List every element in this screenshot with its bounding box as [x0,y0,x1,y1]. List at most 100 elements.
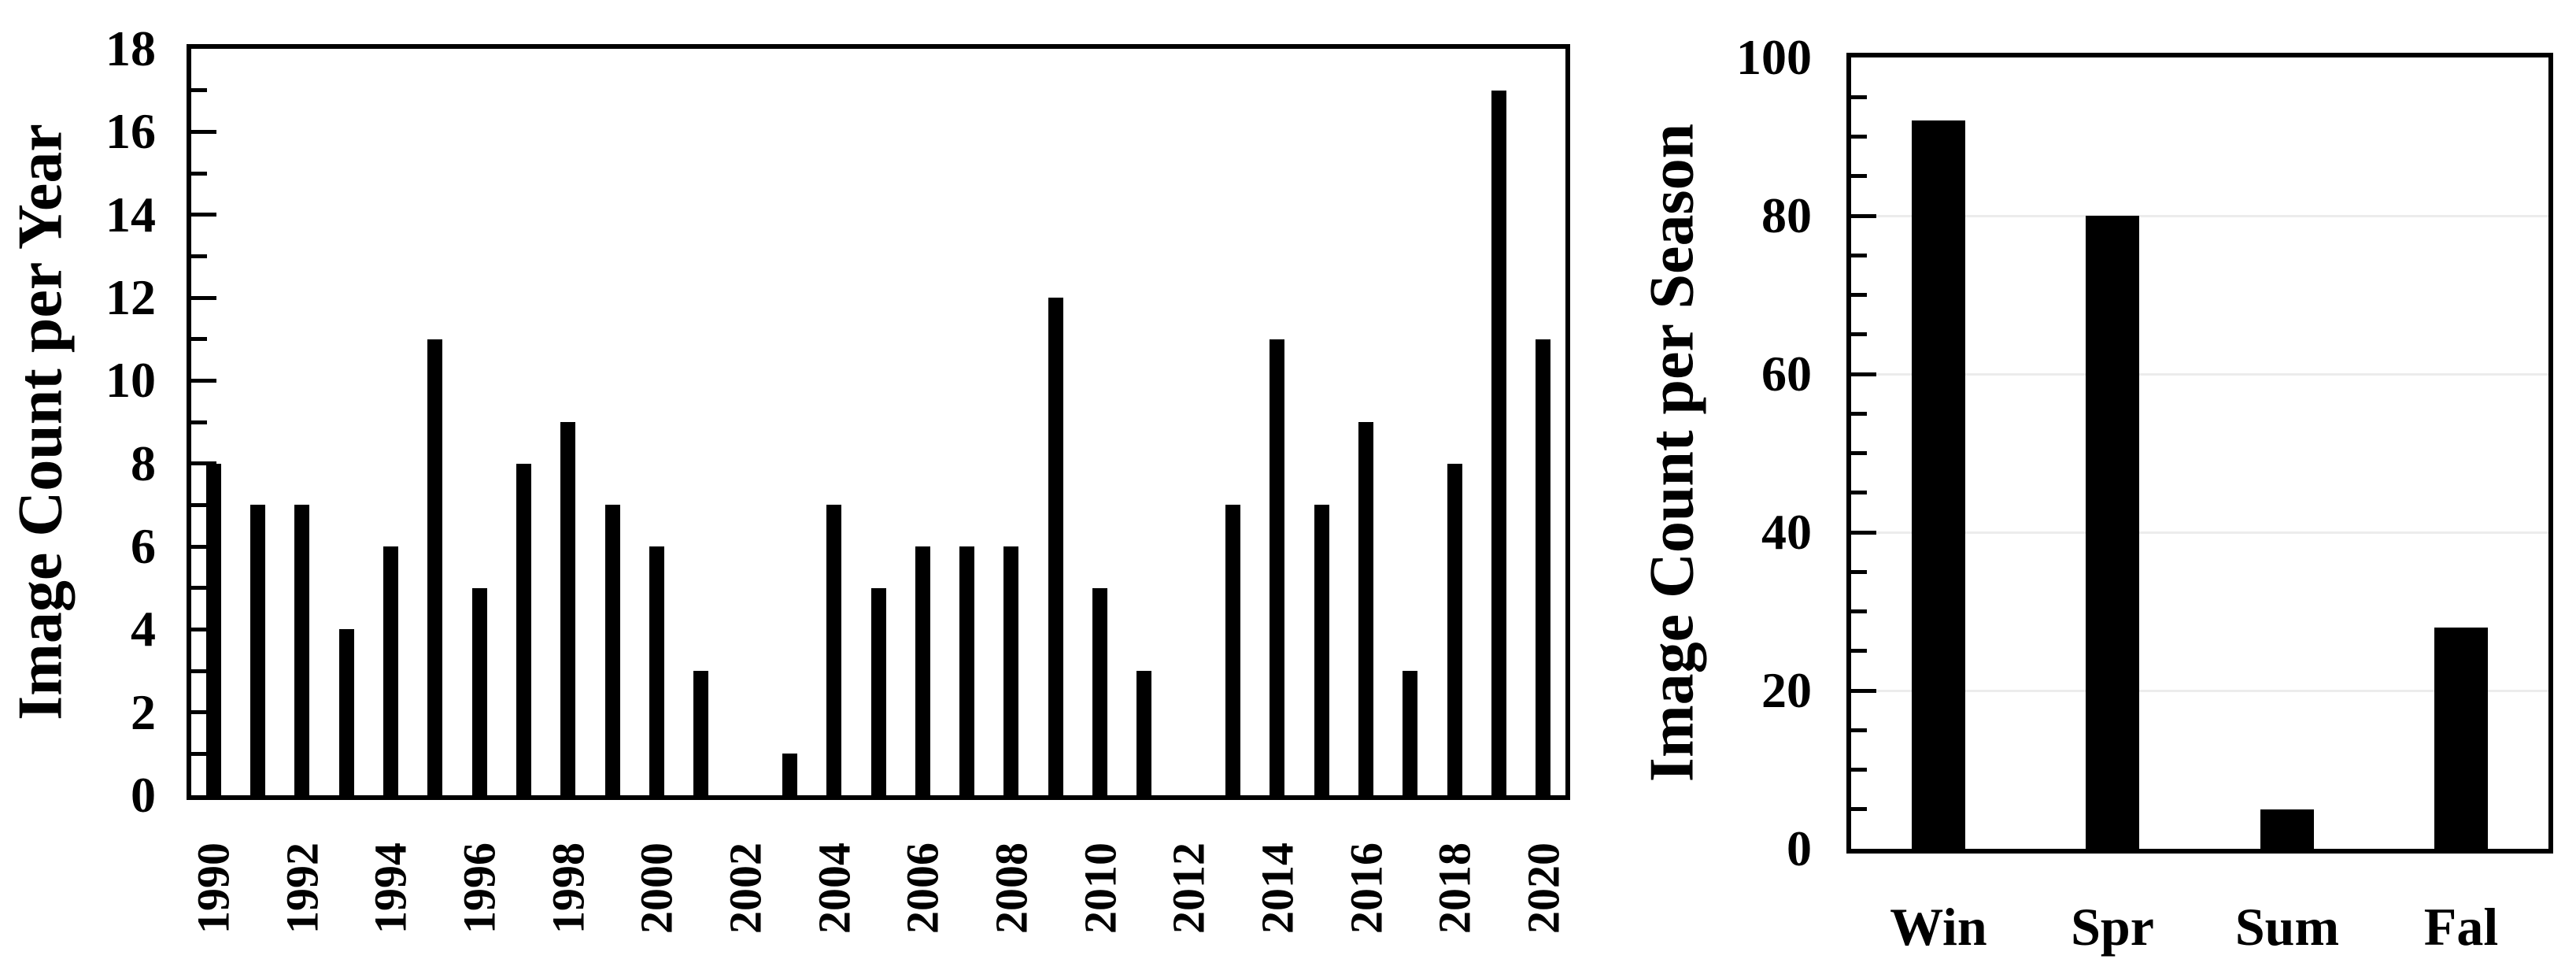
y-tick-label: 12 [105,269,156,325]
y-tick-label: 4 [131,601,156,657]
y-tick-label: 80 [1761,187,1812,243]
bar-Sum [2260,809,2314,849]
bar-2010 [1092,588,1107,795]
y-tick-label: 10 [105,352,156,408]
x-tick-label: 1990 [187,843,239,934]
bar-1998 [560,422,575,795]
y-tick-mark [191,503,207,507]
y-tick-label: 14 [105,187,156,243]
bar-2011 [1136,671,1151,795]
x-tick-label: 2014 [1251,843,1303,934]
x-tick-label: 2012 [1162,843,1214,934]
y-tick-mark [1851,531,1876,535]
gridline [1851,215,2548,217]
bar-1996 [472,588,487,795]
x-tick-label: 2008 [985,843,1037,934]
bar-2009 [1048,298,1063,795]
y-tick-mark [1851,412,1867,416]
y-tick-mark [1851,807,1867,811]
bar-2003 [782,754,797,795]
y-tick-label: 16 [105,103,156,159]
y-tick-mark [1851,451,1867,455]
x-tick-label: 1996 [453,843,505,934]
y-tick-mark [191,461,216,465]
y-tick-mark [1851,174,1867,178]
bar-2006 [915,546,930,795]
x-tick-label: 1994 [364,843,416,934]
bar-1992 [294,505,309,795]
x-tick-label: 2018 [1428,843,1480,934]
y-tick-mark [191,172,207,176]
bar-Fal [2434,628,2488,849]
bar-2014 [1270,339,1284,795]
y-tick-mark [1851,570,1867,574]
bar-1991 [250,505,265,795]
y-tick-mark [191,337,207,341]
y-tick-label: 8 [131,435,156,491]
y-tick-mark [1851,95,1867,99]
x-tick-label: 2010 [1074,843,1126,934]
y-tick-mark [191,254,207,258]
gridline [1851,690,2548,692]
bar-Spr [2086,216,2139,849]
x-tick-label: 1998 [542,843,594,934]
bar-2000 [649,546,664,795]
plot-area-season [1846,53,2553,854]
bar-2015 [1314,505,1329,795]
gridline [1851,373,2548,376]
y-tick-mark [1851,768,1867,772]
bar-1994 [383,546,398,795]
y-tick-mark [1851,689,1876,693]
bar-2017 [1403,671,1417,795]
y-tick-mark [191,752,207,756]
y-tick-mark [1851,609,1867,613]
bar-2013 [1225,505,1240,795]
y-tick-label: 0 [1787,820,1812,876]
y-tick-mark [1851,293,1867,297]
y-tick-label: 18 [105,20,156,76]
bar-2016 [1358,422,1373,795]
y-tick-mark [191,628,216,631]
y-tick-mark [191,420,207,424]
bar-1999 [605,505,620,795]
x-tick-label: 2006 [896,843,948,934]
y-tick-label: 0 [131,767,156,823]
y-tick-label: 20 [1761,662,1812,718]
y-tick-label: 60 [1761,346,1812,402]
y-tick-mark [191,710,216,714]
bar-1995 [427,339,442,795]
bar-2007 [959,546,974,795]
y-tick-mark [191,130,216,134]
y-tick-mark [191,88,207,92]
x-tick-label: 2004 [808,843,860,934]
y-tick-mark [191,545,216,549]
bar-2020 [1536,339,1550,795]
x-tick-label: 2016 [1340,843,1392,934]
x-tick-label: Win [1890,897,1987,957]
y-tick-label: 40 [1761,504,1812,560]
x-tick-label: Fal [2423,897,2499,957]
y-tick-mark [1851,135,1867,139]
y-tick-mark [191,379,216,383]
y-tick-mark [1851,254,1867,257]
plot-area-year [187,44,1570,800]
y-tick-mark [191,586,207,590]
x-tick-label: 2020 [1517,843,1569,934]
y-tick-mark [191,296,216,300]
y-tick-mark [1851,728,1867,732]
bar-Win [1912,120,1965,849]
bar-2008 [1003,546,1018,795]
gridline [1851,531,2548,534]
bar-1997 [516,464,531,795]
bar-2005 [871,588,886,795]
y-tick-label: 6 [131,518,156,574]
y-tick-label: 100 [1736,29,1812,85]
y-tick-mark [191,213,216,217]
bar-2001 [693,671,708,795]
y-tick-mark [1851,372,1876,376]
x-tick-label: 1992 [276,843,328,934]
bar-2018 [1447,464,1462,795]
y-tick-mark [1851,649,1867,653]
y-tick-mark [1851,491,1867,494]
